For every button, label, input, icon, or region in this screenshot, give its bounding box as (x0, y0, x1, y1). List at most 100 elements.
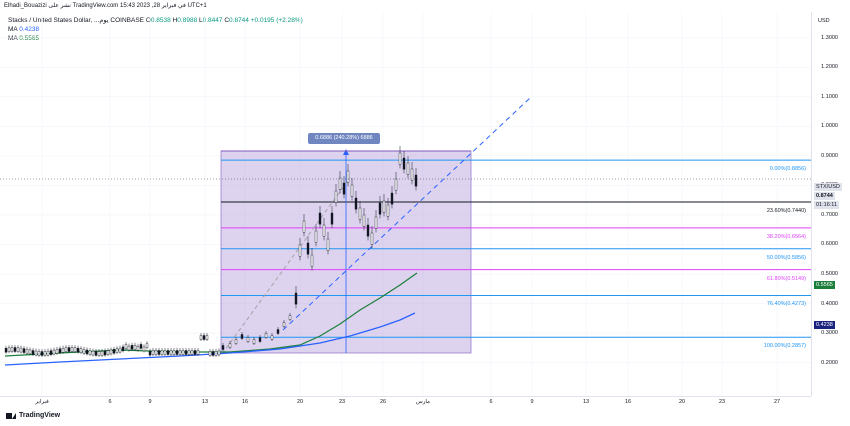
candle-body (374, 216, 378, 229)
candle-body (193, 350, 197, 355)
candle-body (43, 351, 47, 356)
candle-body (121, 346, 125, 352)
candle-body (64, 347, 68, 352)
time-tick: 6 (108, 399, 112, 405)
candle-body (282, 322, 286, 327)
candle-body (338, 177, 342, 190)
candle-body (314, 230, 318, 243)
candle-body (7, 347, 11, 353)
candle-body (221, 345, 225, 350)
open-label: O (145, 17, 151, 24)
candle-body (139, 344, 143, 349)
candle-body (346, 170, 350, 183)
fib-level-label: 76.40%(0.4273) (766, 301, 806, 308)
candle-body (163, 350, 167, 355)
trend-line-gray-dashed[interactable] (221, 177, 351, 355)
candle-body (19, 347, 23, 353)
time-tick: 9 (530, 399, 534, 405)
candle-body (67, 347, 71, 352)
time-tick: 20 (678, 399, 686, 405)
ma-legend-green[interactable]: MA 0.5565 (8, 35, 39, 42)
candle-body (100, 351, 104, 356)
candle-body (109, 349, 113, 355)
price-tick: 1.3000 (821, 34, 838, 41)
time-tick: 9 (148, 399, 152, 405)
candle-body (211, 351, 215, 356)
price-axis[interactable]: USD 1.30001.20001.10001.00000.90000.8000… (811, 12, 850, 396)
trend-line-blue-dashed[interactable] (282, 97, 531, 331)
candle-body (406, 162, 410, 175)
candle-body (169, 350, 173, 355)
candle-body (318, 212, 322, 225)
candle-body (414, 174, 418, 187)
candle-body (354, 197, 358, 210)
candle-body (342, 182, 346, 195)
candle-body (217, 350, 221, 356)
candle-body (145, 343, 149, 348)
candle-body (79, 348, 83, 353)
candle-body (330, 212, 334, 225)
candle-body (205, 335, 209, 340)
candle-body (196, 350, 200, 355)
candle-body (288, 315, 292, 320)
publisher-line: Elhadi_Bouazizi نشر على TradingView.com … (4, 3, 207, 9)
time-tick: 16 (624, 399, 632, 405)
ma-legend-blue[interactable]: MA 0.4238 (8, 26, 39, 33)
candle-body (175, 350, 179, 355)
candle-body (112, 349, 116, 354)
candle-body (366, 224, 370, 237)
measure-label[interactable]: 0.6886 (240.28%) 6886 (308, 133, 380, 144)
candle-body (10, 347, 14, 352)
fib-level-label: 23.60%(0.7440) (766, 207, 806, 214)
time-tick: 26 (379, 399, 387, 405)
candle-body (55, 349, 59, 354)
candle-body (240, 334, 244, 339)
candlesticks (4, 146, 418, 357)
candle-body (410, 168, 414, 181)
tradingview-logo-icon (6, 412, 16, 419)
candle-body (252, 339, 256, 344)
fib-level-label: 38.20%(0.6564) (766, 233, 806, 240)
chart-pane[interactable] (0, 12, 811, 396)
change-value: +0.0195 (+2.28%) (250, 17, 303, 24)
time-tick: 27 (773, 399, 781, 405)
candle-body (270, 335, 274, 340)
fib-level-label: 0.00%(0.8856) (769, 166, 806, 173)
candle-body (181, 350, 185, 355)
fib-level-label: 100.00%(0.2857) (763, 343, 806, 350)
candle-body (70, 347, 74, 352)
candle-body (172, 350, 176, 355)
tradingview-logo[interactable]: TradingView (6, 412, 60, 419)
brand-name: TradingView (19, 412, 61, 419)
candle-body (124, 344, 128, 349)
time-axis[interactable]: فبراير 6 9 13 16 20 23 26 مارس 6 9 13 16 20 23 27 (0, 396, 811, 409)
high-label: H (172, 17, 178, 24)
candle-body (184, 350, 188, 355)
candle-body (294, 292, 298, 305)
time-tick: 13 (582, 399, 590, 405)
ma-value: 0.4238 (19, 26, 40, 33)
symbol-legend[interactable]: Stacks / United States Dollar, ...يوم CO… (8, 16, 303, 24)
candle-body (52, 349, 56, 355)
candle-body (40, 351, 44, 356)
candle-body (386, 204, 390, 217)
price-tick: 1.0000 (821, 123, 838, 130)
candle-body (46, 350, 50, 356)
candle-body (103, 350, 107, 356)
candle-body (402, 157, 406, 170)
candle-body (22, 348, 26, 353)
candle-body (310, 254, 314, 267)
fibonacci-retracement[interactable] (221, 159, 811, 338)
candle-body (85, 349, 89, 355)
countdown-badge: 01:16:11 (814, 201, 840, 209)
candle-body (91, 350, 95, 356)
candle-body (306, 242, 310, 255)
candle-body (88, 350, 92, 355)
price-tick: 0.4000 (821, 300, 838, 307)
time-tick: 6 (489, 399, 493, 405)
time-tick: 23 (718, 399, 726, 405)
candle-body (398, 152, 402, 165)
open-value: 0.8538 (150, 17, 171, 24)
candle-body (276, 329, 280, 334)
candle-body (160, 350, 164, 355)
